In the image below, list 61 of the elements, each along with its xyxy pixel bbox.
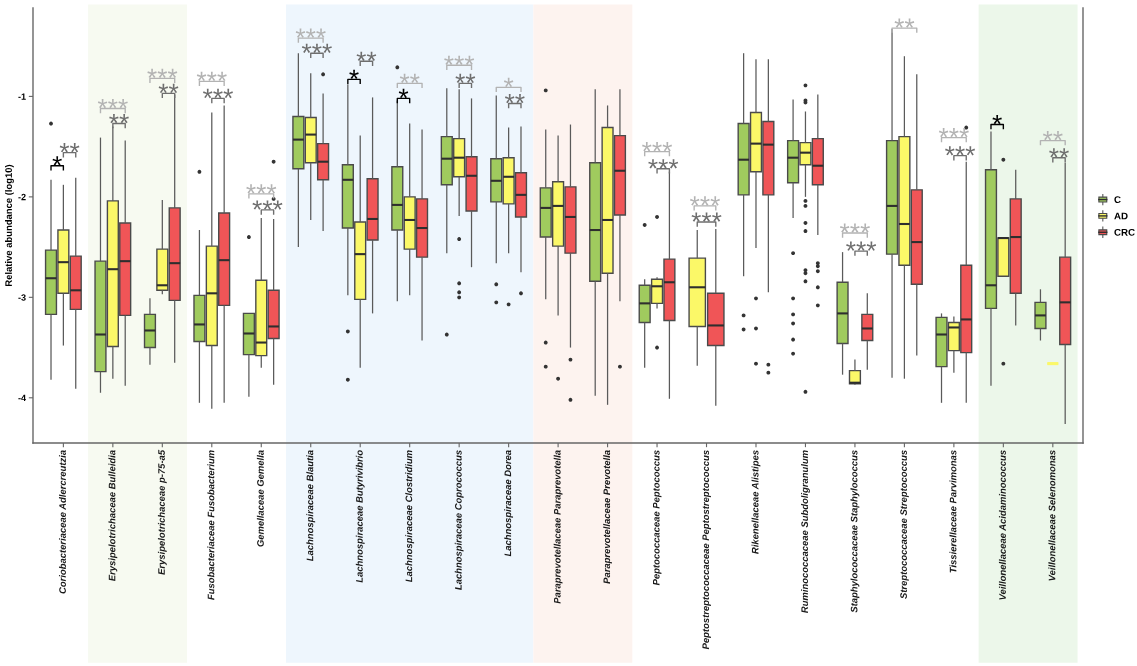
annotation: * [992,114,1002,125]
x-tick-label: Paraprevotellaceae Paraprevotella [553,450,563,604]
annotation: *** [301,43,332,53]
y-tick-label: -3 [18,294,26,301]
annotation: *** [689,196,720,206]
x-tick-label: Lachnospiraceae Blautia [306,450,316,562]
x-tick-label: Veillonellaceae Acidaminococcus [998,450,1006,600]
annotation: ** [894,18,915,28]
annotation: * [52,156,62,166]
annotation: *** [444,55,475,65]
annotation: *** [246,184,277,194]
x-tick-label: Paraprevotellaceae Prevotella [603,450,612,584]
annotation: ** [109,113,129,124]
y-tick-label: -1 [18,93,26,100]
x-tick-label: Staphylococcaceae Staphylococcus [850,450,860,613]
annotation: *** [203,88,233,99]
x-tick-label: Erysipelotrichaceae Bulleidia [108,450,118,581]
annotation: ** [1042,131,1063,141]
annotation: *** [252,200,283,210]
x-tick-label: Gemellaceae Gemella [256,450,264,547]
annotation: ** [59,143,80,153]
annotation: * [398,88,409,99]
x-tick-label: Peptostreptococcaceae Peptostreptococcus [702,450,711,650]
annotation: *** [196,71,227,82]
annotation: *** [945,146,976,156]
annotation: *** [147,68,178,79]
annotation: ** [158,83,179,94]
annotation: *** [295,28,326,38]
x-tick-label: Lachnospiraceae Dorea [504,450,514,557]
x-tick-label: Lachnospiraceae Butyrivibrio [355,450,365,583]
annotation: *** [938,128,969,138]
y-tick-label: -4 [18,394,27,402]
x-tick-label: Streptococcaceae Streptococcus [900,450,909,599]
annotation: *** [839,223,870,233]
x-tick-label: Ruminococcaceae Subdoligranulum [801,450,810,613]
x-tick-label: Lachnospiraceae Coprococcus [454,450,464,590]
x-tick-label: Veillonellaceae Selenomonas [1048,450,1056,581]
y-tick-label: -2 [18,193,26,201]
legend-label: AD [1114,212,1128,220]
annotation: ** [504,93,525,104]
x-tick-label: Rikenellaceae Alistipes [751,450,761,554]
x-tick-label: Fusobacteriaceae Fusobacterium [207,450,215,600]
annotation: ** [356,51,377,61]
x-tick-label: Coriobacteriaceae Adlercreutzia [58,450,66,594]
annotation: *** [648,159,679,169]
legend-label: C [1114,196,1121,204]
annotation: ** [1049,148,1069,158]
annotation: ** [455,73,476,84]
annotation: *** [846,241,877,251]
annotation: ** [399,73,420,84]
x-tick-label: Erysipelotrichaceae p-75-a5 [157,449,167,575]
annotation: * [349,69,359,80]
annotation: *** [642,142,673,152]
legend-label: CRC [1114,228,1135,236]
x-tick-label: Peptococcaceae Peptococcus [652,450,662,586]
x-tick-label: Tissierellaceae Parvimonas [949,450,957,573]
annotation: *** [97,98,128,109]
y-axis-title: Relative abundance (log10) [5,164,14,286]
annotation: * [503,77,514,88]
x-tick-label: Lachnospiraceae Clostridium [405,450,415,583]
annotation: *** [691,212,722,222]
